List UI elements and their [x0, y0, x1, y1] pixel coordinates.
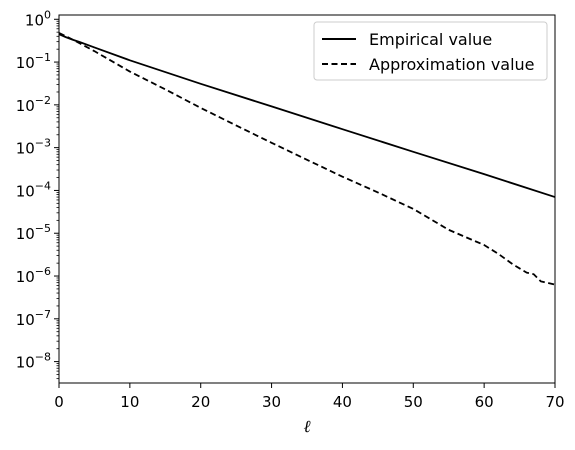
x-tick-label: 10	[120, 393, 139, 411]
legend-box	[313, 21, 548, 81]
y-tick-label: 10−3	[16, 137, 51, 158]
x-tick-label: 30	[262, 393, 281, 411]
x-tick-label: 40	[333, 393, 352, 411]
y-tick-label: 10−2	[16, 94, 51, 115]
series-line-approximation	[58, 32, 556, 286]
x-tick-label: 50	[404, 393, 423, 411]
y-tick-label: 10−8	[16, 351, 51, 372]
x-tick-label: 60	[475, 393, 494, 411]
series-layer	[58, 32, 556, 286]
y-tick-label: 10−1	[16, 51, 51, 72]
legend-label-approximation: Approximation value	[369, 55, 535, 74]
x-tick-label: 70	[545, 393, 564, 411]
x-tick-label: 20	[191, 393, 210, 411]
x-axis-ticks: 0 10 20 30 40 50 60 70	[54, 383, 565, 411]
x-tick-label: 0	[54, 393, 64, 411]
y-tick-label: 100	[25, 8, 51, 29]
y-tick-label: 10−6	[16, 265, 51, 286]
y-tick-label: 10−7	[16, 308, 51, 329]
legend: Empirical value Approximation value	[313, 21, 548, 81]
plot-frame	[58, 14, 556, 384]
y-tick-label: 10−5	[16, 222, 51, 243]
x-axis-label: ℓ	[303, 417, 310, 437]
y-axis-ticks: 100 10−1 10−2 10−3 10−4 10−5 10−6 10−7 10−8	[16, 8, 59, 380]
legend-label-empirical: Empirical value	[369, 30, 492, 49]
y-tick-label: 10−4	[16, 179, 51, 200]
